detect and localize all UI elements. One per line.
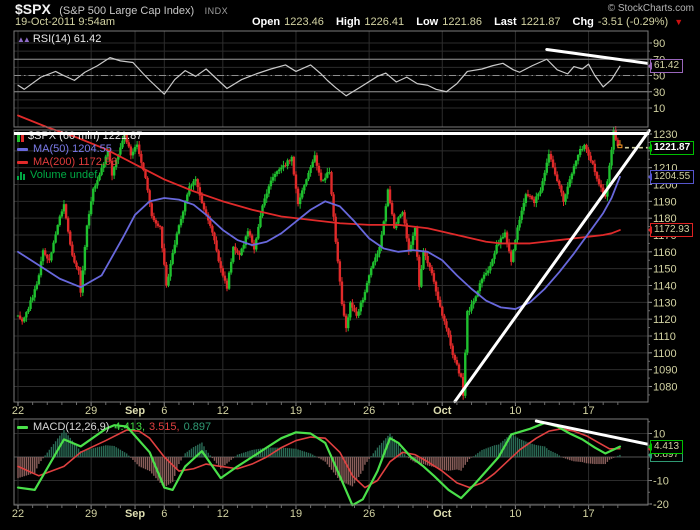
svg-text:1120: 1120 [653, 314, 677, 326]
chart-header: $SPX (S&P 500 Large Cap Index) INDX © St… [0, 0, 700, 29]
svg-text:22: 22 [12, 508, 24, 520]
copyright: © StockCharts.com [607, 3, 694, 14]
svg-text:19: 19 [290, 405, 302, 417]
svg-text:1150: 1150 [653, 264, 677, 276]
open-value: 1223.46 [284, 16, 324, 28]
svg-text:-10: -10 [653, 476, 669, 488]
rsi-value-box: 61.42 [647, 59, 684, 74]
svg-text:1100: 1100 [653, 348, 677, 360]
svg-text:1230: 1230 [653, 129, 677, 141]
svg-text:29: 29 [85, 405, 97, 417]
last-label: Last [494, 16, 517, 28]
ma50-value-box: 1204.55 [647, 169, 695, 184]
svg-text:10: 10 [509, 508, 521, 520]
svg-text:1090: 1090 [653, 365, 677, 377]
candlestick-icon [17, 132, 24, 142]
svg-text:26: 26 [363, 508, 375, 520]
signal-value: 3.515, [149, 421, 180, 433]
svg-text:-20: -20 [653, 499, 669, 511]
chg-value: -3.51 (-0.29%) [597, 16, 669, 28]
ma200-label: MA(200) 1172.93 [33, 156, 118, 168]
ma50-label: MA(50) 1204.55 [33, 143, 112, 155]
macd-legend: MACD(12,26,9) 4.413, 3.515, 0.897 [17, 421, 211, 433]
high-value: 1226.41 [364, 16, 405, 28]
svg-text:6: 6 [161, 405, 167, 417]
chg-label: Chg [572, 16, 594, 28]
symbol-name: (S&P 500 Large Cap Index) [59, 5, 195, 17]
ma200-swatch-icon [17, 161, 28, 164]
high-label: High [335, 16, 361, 28]
svg-text:30: 30 [653, 87, 665, 99]
svg-text:10: 10 [653, 103, 665, 115]
volume-bars-icon [17, 171, 25, 180]
down-arrow-icon: ▼ [674, 17, 684, 27]
svg-text:12: 12 [217, 405, 229, 417]
svg-text:6: 6 [161, 508, 167, 520]
symbol-exchange: INDX [204, 6, 229, 16]
svg-text:1080: 1080 [653, 381, 677, 393]
volume-label: Volume undef [30, 169, 98, 181]
svg-text:Sep: Sep [125, 405, 145, 417]
svg-text:1110: 1110 [653, 331, 676, 343]
svg-text:10: 10 [653, 429, 665, 441]
svg-text:12: 12 [217, 508, 229, 520]
svg-text:1180: 1180 [653, 213, 677, 225]
rsi-label: RSI(14) 61.42 [32, 33, 102, 45]
quote-line: Open 1223.46 High 1226.41 Low 1221.86 Last 1… [252, 16, 683, 28]
macd-value: 4.413, [114, 421, 146, 433]
datetime: 19-Oct-2011 9:54am [15, 16, 116, 28]
svg-text:26: 26 [363, 405, 375, 417]
svg-text:17: 17 [582, 405, 594, 417]
last-value: 1221.87 [520, 16, 561, 28]
symbol-row: $SPX (S&P 500 Large Cap Index) INDX [15, 1, 228, 19]
ma50-swatch-icon [17, 148, 28, 151]
svg-text:19: 19 [290, 508, 302, 520]
svg-text:Sep: Sep [125, 508, 145, 520]
svg-text:17: 17 [582, 508, 594, 520]
hist-value: 0.897 [183, 421, 212, 433]
macd-value-box: 4.413 [647, 439, 684, 454]
price-legend: $SPX (60 min) 1221.87 MA(50) 1204.55 MA(… [17, 130, 142, 182]
rsi-icon: ▲▲ [17, 34, 31, 44]
svg-text:22: 22 [12, 405, 24, 417]
svg-text:Oct: Oct [433, 508, 452, 520]
svg-text:1130: 1130 [653, 297, 677, 309]
svg-text:29: 29 [85, 508, 97, 520]
low-label: Low [416, 16, 439, 28]
resistance-annotation-line [14, 131, 649, 135]
low-value: 1221.86 [442, 16, 482, 28]
svg-text:Oct: Oct [433, 405, 452, 417]
last-price-box: 1221.87 [647, 140, 695, 155]
svg-text:50: 50 [653, 71, 665, 83]
svg-text:10: 10 [509, 405, 521, 417]
symbol: $SPX [15, 1, 51, 17]
svg-text:90: 90 [653, 38, 665, 50]
macd-label: MACD(12,26,9) [33, 421, 110, 433]
macd-swatch-icon [17, 425, 28, 429]
open-label: Open [252, 16, 281, 28]
svg-text:1190: 1190 [653, 196, 677, 208]
svg-text:1140: 1140 [653, 280, 677, 292]
svg-text:1160: 1160 [653, 247, 677, 259]
ma200-value-box: 1172.93 [647, 223, 694, 238]
rsi-legend: ▲▲ RSI(14) 61.42 [17, 33, 101, 45]
